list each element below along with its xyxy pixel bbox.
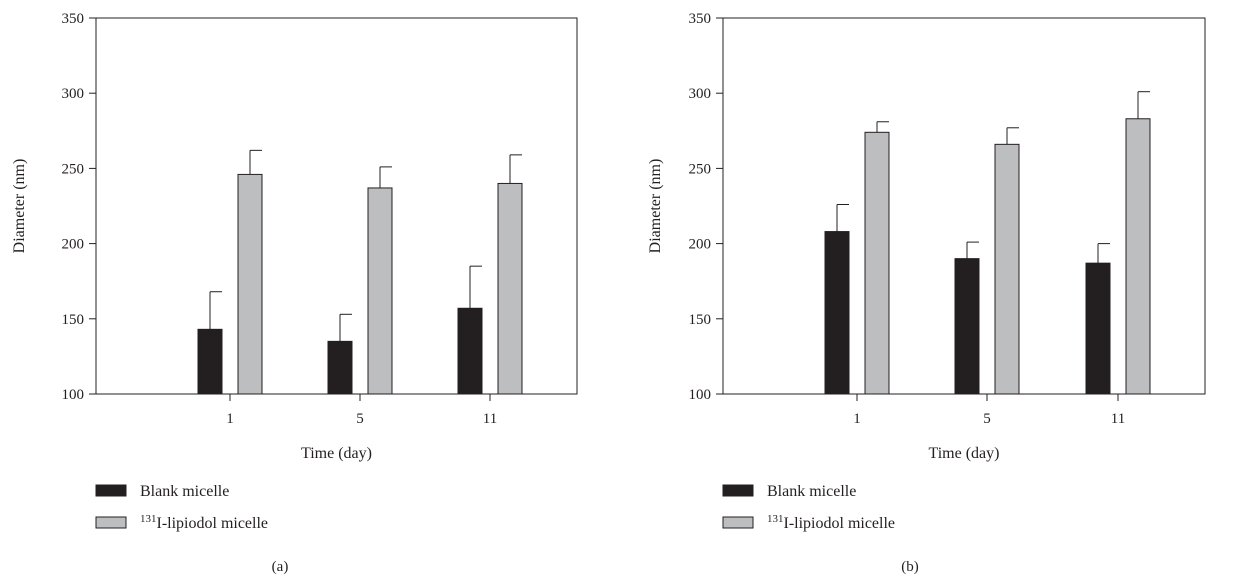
legend-swatch [722,516,754,529]
y-tick-label: 100 [689,387,712,403]
y-tick-label: 300 [62,86,85,102]
bar-lipiodol-day-11 [497,182,523,395]
y-axis-title: Diameter (nm) [11,159,28,254]
bar-blank-day-5 [954,258,980,395]
x-tick-label: 11 [483,411,497,427]
x-tick-label: 11 [1111,411,1125,427]
bar-lipiodol-day-5 [994,143,1020,395]
y-tick-label: 150 [62,312,85,328]
panel-label: (b) [901,559,919,575]
bar-lipiodol-day-11 [1125,118,1151,395]
panel-label: (a) [272,559,289,575]
bar-lipiodol-day-5 [367,187,393,395]
legend-label: 131I-lipiodol micelle [140,513,268,532]
bar-blank-day-1 [197,328,223,395]
y-axis-title: Diameter (nm) [647,159,664,254]
bar-blank-day-5 [327,340,353,395]
bar-blank-day-1 [824,231,850,395]
chart-panel-b: 100 150 200 250 300 350 1 5 11 Time (day) Diameter… [647,11,1206,575]
y-tick-label: 100 [62,387,85,403]
legend-swatch [95,484,127,497]
bar-blank-day-11 [457,307,483,395]
y-tick-label: 200 [689,237,712,253]
legend-swatch [95,516,127,529]
legend: Blank micelle 131I-lipiodol micelle [722,483,895,532]
x-tick-label: 1 [853,411,861,427]
y-tick-label: 250 [62,161,85,177]
legend: Blank micelle 131I-lipiodol micelle [95,483,268,532]
bar-lipiodol-day-1 [864,131,890,395]
x-axis-title: Time (day) [301,445,372,462]
y-tick-label: 350 [689,11,712,27]
legend-label: 131I-lipiodol micelle [767,513,895,532]
y-tick-label: 250 [689,161,712,177]
chart-panel-a: 100 150 200 250 300 350 1 5 11 Time (day) Diameter… [11,11,578,575]
x-tick-label: 5 [356,411,364,427]
y-tick-label: 200 [62,237,85,253]
y-tick-label: 300 [689,86,712,102]
bar-blank-day-11 [1085,262,1111,395]
bar-lipiodol-day-1 [237,173,263,395]
legend-label: Blank micelle [140,483,229,500]
legend-label: Blank micelle [767,483,856,500]
x-tick-label: 1 [226,411,234,427]
y-tick-label: 350 [62,11,85,27]
legend-swatch [722,484,754,497]
x-tick-label: 5 [983,411,991,427]
x-axis-title: Time (day) [929,445,1000,462]
y-tick-label: 150 [689,312,712,328]
